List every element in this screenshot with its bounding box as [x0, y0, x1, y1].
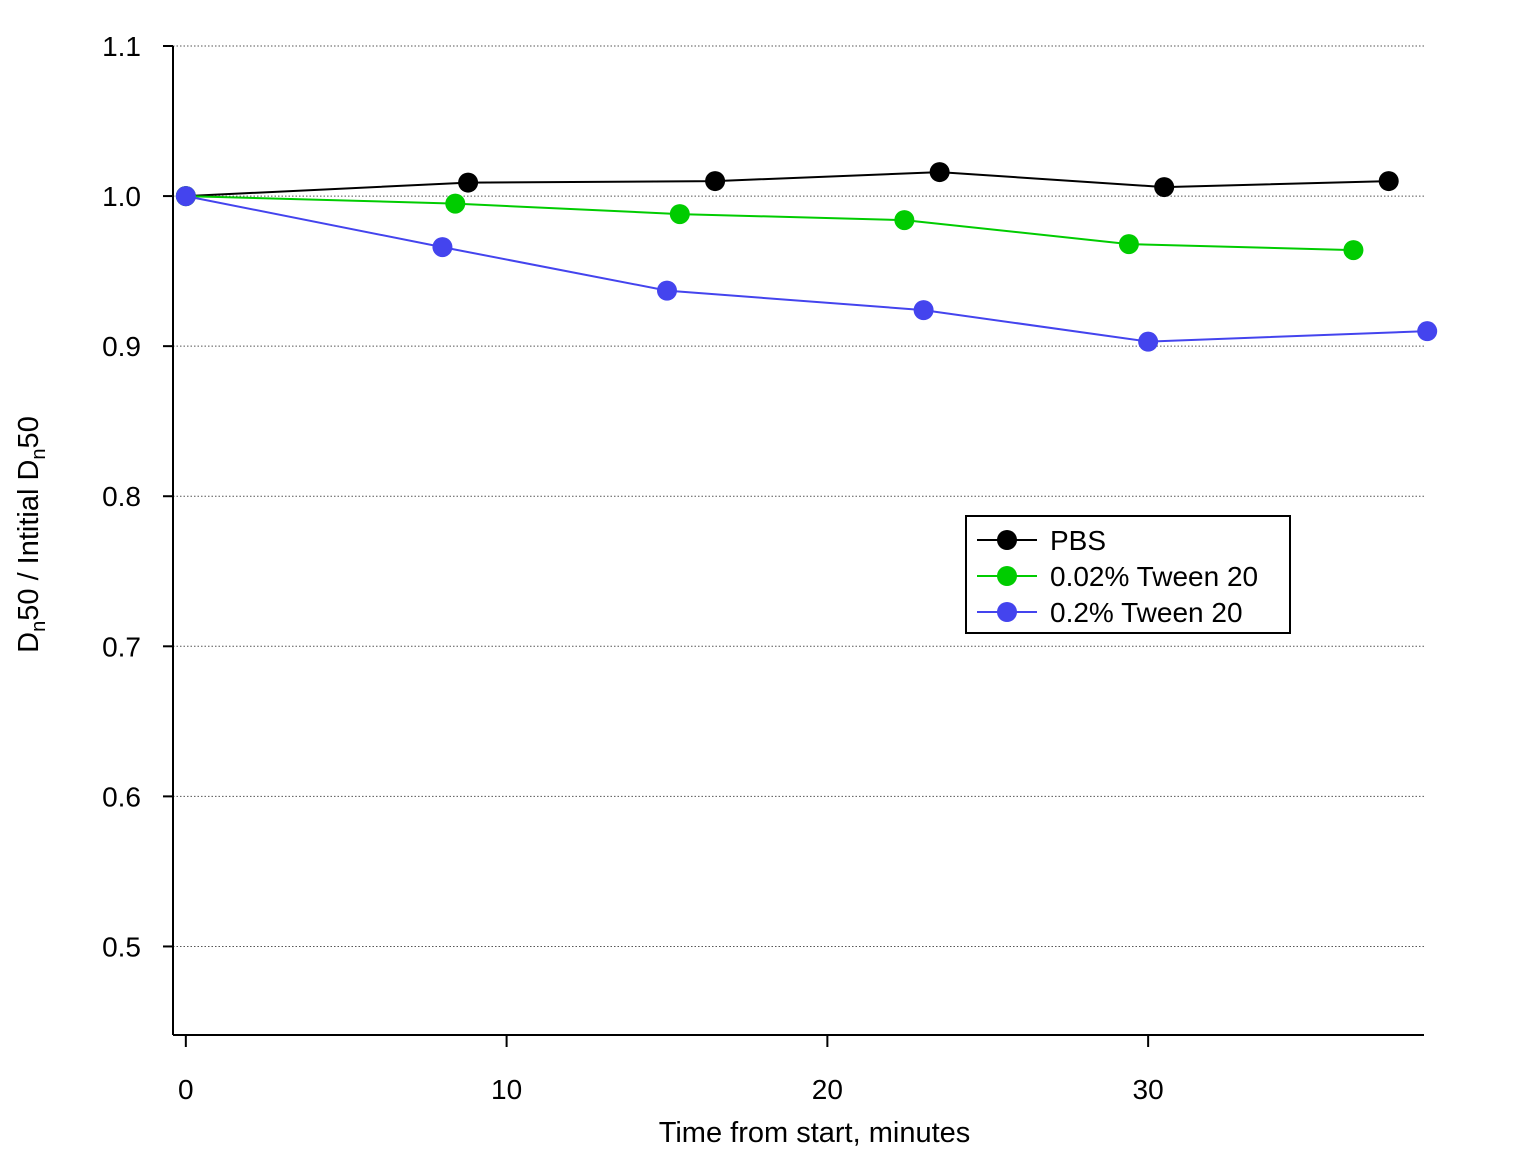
series-3	[175, 186, 1438, 352]
legend-box	[965, 515, 1291, 634]
legend-label: 0.2% Tween 20	[1050, 597, 1243, 628]
data-point	[669, 204, 690, 225]
grid-layer	[173, 45, 1424, 947]
x-ticks: 0 10 20 30	[178, 1035, 1164, 1105]
legend-swatch-marker	[997, 602, 1017, 622]
series-line	[185, 171, 1389, 198]
y-tick-label: 0.8	[102, 481, 141, 512]
data-point	[656, 280, 677, 301]
legend: PBS 0.02% Tween 20 0.2% Tween 20	[965, 515, 1291, 634]
legend-label: PBS	[1050, 525, 1106, 556]
y-tick-label: 0.9	[102, 331, 141, 362]
legend-swatch-marker	[997, 530, 1017, 550]
y-axis-label-text: 50 / Intitial D	[13, 460, 45, 621]
x-tick-label: 0	[178, 1074, 194, 1105]
data-point	[929, 162, 950, 183]
y-tick-label: 1.0	[102, 181, 141, 212]
series-1	[175, 162, 1399, 207]
y-axis-label-text: 50	[13, 416, 45, 448]
data-point	[1343, 240, 1364, 261]
series-2	[175, 186, 1364, 261]
data-point	[913, 300, 934, 321]
x-tick-label: 30	[1133, 1074, 1164, 1105]
data-point	[1138, 331, 1159, 352]
series-line	[185, 195, 1354, 252]
legend-entry: 0.02% Tween 20	[977, 561, 1258, 592]
y-axis-label-subscript: n	[28, 448, 50, 459]
x-axis-label: Time from start, minutes	[659, 1117, 971, 1149]
x-tick-label: 20	[812, 1074, 843, 1105]
legend-entry: 0.2% Tween 20	[977, 597, 1243, 628]
y-axis-label-subscript: n	[28, 621, 50, 632]
data-point	[1154, 177, 1175, 198]
data-point	[432, 237, 453, 258]
data-point	[1417, 321, 1438, 342]
y-tick-label: 1.1	[102, 31, 141, 62]
data-point	[1118, 234, 1139, 255]
y-tick-label: 0.7	[102, 631, 141, 662]
legend-swatch-marker	[997, 566, 1017, 586]
data-point	[458, 172, 479, 193]
legend-items: PBS 0.02% Tween 20 0.2% Tween 20	[977, 525, 1258, 628]
data-point	[175, 186, 196, 207]
y-tick-label: 0.5	[102, 931, 141, 962]
series-line	[185, 195, 1428, 343]
axes	[172, 46, 1424, 1036]
y-axis-label-text: D	[13, 632, 45, 653]
x-tick-label: 10	[491, 1074, 522, 1105]
series-layer	[175, 162, 1438, 352]
y-tick-label: 0.6	[102, 781, 141, 812]
data-point	[705, 171, 726, 192]
data-point	[445, 193, 466, 214]
y-axis-label: Dn50 / Intitial Dn50	[13, 416, 50, 653]
legend-entry: PBS	[977, 525, 1106, 556]
y-ticks: 0.5 0.6 0.7 0.8 0.9 1.0 1.1	[102, 31, 173, 962]
data-point	[1378, 171, 1399, 192]
legend-label: 0.02% Tween 20	[1050, 561, 1258, 592]
data-point	[894, 210, 915, 231]
